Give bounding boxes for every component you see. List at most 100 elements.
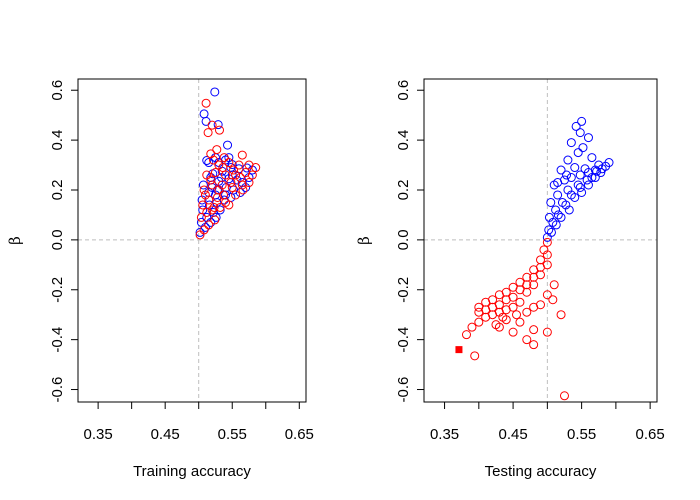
- data-point-blue: [213, 120, 223, 130]
- data-point-blue: [556, 212, 566, 222]
- y-tick-label: -0.6: [395, 377, 412, 403]
- data-point-blue: [223, 140, 233, 150]
- data-point-blue: [564, 205, 574, 215]
- y-tick-label: 0.2: [395, 180, 412, 201]
- x-tick-label: 0.65: [285, 426, 314, 443]
- data-point-red: [515, 285, 525, 295]
- data-point-blue: [211, 212, 221, 222]
- data-point-red: [207, 180, 217, 190]
- data-point-blue: [587, 173, 597, 183]
- data-point-red: [247, 170, 257, 180]
- data-point-blue: [597, 164, 607, 174]
- y-axis-title: β: [6, 236, 24, 245]
- y-tick-label: -0.4: [49, 327, 66, 353]
- data-point-red: [202, 207, 212, 217]
- x-tick-label: 0.65: [636, 426, 665, 443]
- data-point-red: [488, 295, 498, 305]
- data-point-red: [199, 225, 209, 235]
- data-point-blue: [556, 165, 566, 175]
- data-point-red: [542, 250, 552, 260]
- x-tick-label: 0.45: [151, 426, 180, 443]
- data-point-red: [212, 145, 222, 155]
- right-panel-testing: 0.35 0.45 0.55 0.65 -0.6 -0.4 -0.2 0.0 0.2 0.4 0.6…: [355, 78, 665, 480]
- x-axis-title: Testing accuracy: [485, 463, 597, 480]
- data-point-red: [206, 175, 216, 185]
- data-point-red: [219, 153, 229, 163]
- data-point-red: [224, 158, 234, 168]
- data-point-blue: [553, 178, 563, 188]
- data-point-blue: [551, 220, 561, 230]
- data-point-blue: [566, 173, 576, 183]
- plot-frame: [423, 78, 658, 403]
- y-tick-label: 0.6: [49, 80, 66, 101]
- x-tick-label: 0.45: [498, 426, 527, 443]
- data-point-red: [508, 292, 518, 302]
- data-point-blue: [546, 197, 556, 207]
- data-point-blue: [197, 195, 207, 205]
- data-point-blue: [201, 116, 211, 126]
- data-point-red: [234, 160, 244, 170]
- data-point-red: [204, 220, 214, 230]
- x-tick-label: 0.35: [430, 426, 459, 443]
- y-tick-label: 0.2: [49, 180, 66, 201]
- data-point-red: [244, 178, 254, 188]
- data-point-red: [542, 237, 552, 247]
- data-point-blue: [219, 195, 229, 205]
- data-point-blue: [546, 227, 556, 237]
- data-point-blue: [242, 163, 252, 173]
- y-tick-label: 0.4: [395, 130, 412, 151]
- x-axis-title: Training accuracy: [133, 463, 251, 480]
- data-point-red: [529, 272, 539, 282]
- data-point-blue: [573, 180, 583, 190]
- data-point-red: [209, 202, 219, 212]
- data-point-red: [204, 195, 214, 205]
- data-point-red: [491, 320, 501, 330]
- data-point-red: [199, 185, 209, 195]
- data-point-red: [237, 150, 247, 160]
- data-point-red: [218, 163, 228, 173]
- data-point-red: [474, 317, 484, 327]
- x-tick-label: 0.55: [218, 426, 247, 443]
- data-point-blue: [551, 205, 561, 215]
- data-point-red: [470, 351, 480, 361]
- data-point-red: [214, 125, 224, 135]
- data-point-red: [200, 190, 210, 200]
- data-point-blue: [575, 182, 585, 192]
- data-point-blue: [592, 166, 602, 176]
- y-tick-label: 0.0: [49, 229, 66, 250]
- y-tick-label: 0.0: [395, 229, 412, 250]
- data-point-red: [522, 307, 532, 317]
- data-point-blue: [570, 192, 580, 202]
- data-point-red-square: [455, 346, 463, 354]
- left-panel-training: 0.35 0.45 0.55 0.65 -0.6 -0.4 -0.2 0.0 0.2 0.4 0.6…: [6, 78, 314, 480]
- x-tick-label: 0.55: [567, 426, 596, 443]
- data-point-red: [244, 160, 254, 170]
- data-point-red: [548, 295, 558, 305]
- data-point-red: [529, 325, 539, 335]
- data-point-blue: [224, 153, 234, 163]
- data-point-red: [474, 307, 484, 317]
- data-point-red: [224, 200, 234, 210]
- data-point-red: [515, 317, 525, 327]
- data-point-red: [508, 327, 518, 337]
- data-point-red: [488, 302, 498, 312]
- data-point-red: [536, 300, 545, 310]
- data-point-red: [207, 205, 217, 215]
- data-point-red: [226, 178, 236, 188]
- data-point-blue: [577, 116, 587, 126]
- data-point-red: [536, 262, 545, 272]
- data-point-red: [529, 340, 539, 350]
- data-point-red: [498, 312, 508, 322]
- x-tick-label: 0.35: [84, 426, 113, 443]
- data-point-blue: [198, 180, 208, 190]
- data-point-red: [549, 280, 559, 290]
- data-point-red: [251, 163, 261, 173]
- data-point-blue: [577, 187, 587, 197]
- data-point-red: [515, 297, 525, 307]
- data-point-red: [210, 215, 220, 225]
- data-point-red: [219, 190, 229, 200]
- data-point-blue: [573, 148, 583, 158]
- data-point-red: [461, 330, 471, 340]
- data-point-blue: [571, 121, 581, 131]
- y-tick-label: -0.6: [49, 377, 66, 403]
